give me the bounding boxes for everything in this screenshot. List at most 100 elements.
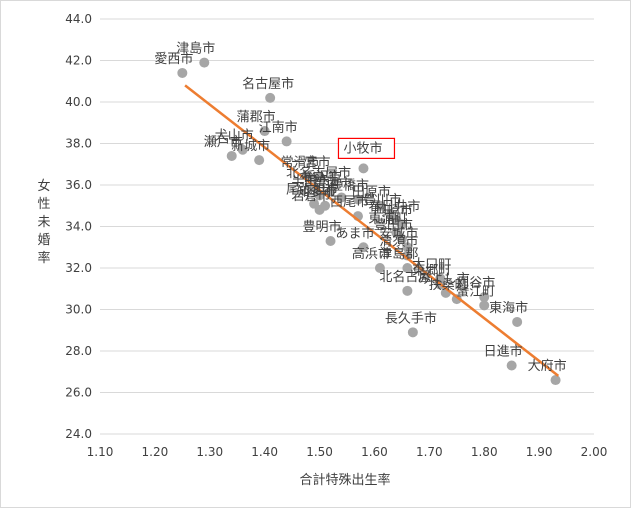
y-tick-label: 28.0 [65, 344, 92, 358]
y-tick-label: 40.0 [65, 95, 92, 109]
point-label: 新城市 [231, 138, 270, 154]
data-point [550, 375, 561, 386]
data-point [177, 67, 188, 78]
point-label: 津島郡 [379, 247, 418, 262]
y-tick-label: 32.0 [65, 261, 92, 275]
point-label: 知多市 [297, 184, 336, 200]
point-label: 田原市 [352, 184, 391, 200]
y-tick-label: 26.0 [65, 386, 92, 400]
point-label: 津島市 [176, 41, 215, 57]
x-tick-label: 1.80 [471, 445, 498, 459]
point-label: 東郷町 [412, 263, 451, 279]
data-point [265, 92, 276, 103]
x-tick-label: 1.10 [87, 445, 114, 459]
data-point [479, 300, 490, 311]
data-point [358, 163, 369, 174]
point-label: 北名古屋市 [286, 165, 351, 181]
y-tick-label: 24.0 [65, 427, 92, 441]
data-point [259, 126, 270, 137]
point-label: 岡崎市 [374, 202, 413, 218]
point-label: 高浜市 [352, 246, 391, 262]
point-label: 春日井市 [368, 198, 420, 214]
data-point [407, 327, 418, 338]
data-point [402, 242, 413, 253]
point-label: 一宮市 [292, 155, 331, 171]
point-label: 大口町 [412, 257, 451, 272]
y-tick-label: 38.0 [65, 137, 92, 151]
point-label: 犬山市 [215, 128, 254, 144]
point-label: 愛西市 [154, 51, 193, 67]
point-label: 清須市 [379, 234, 418, 250]
point-label: みよし市 [418, 271, 470, 287]
data-point [402, 285, 413, 296]
point-label: 常滑市 [281, 155, 320, 171]
point-label: 日進市 [484, 344, 523, 360]
x-tick-label: 2.00 [581, 445, 608, 459]
point-label: 名古屋市 [242, 76, 294, 92]
point-label-highlighted: 小牧市 [343, 140, 382, 156]
data-point [254, 155, 265, 166]
point-label: 尾張旭市 [286, 182, 338, 198]
data-point [352, 194, 363, 205]
x-tick-label: 1.90 [526, 445, 553, 459]
point-label: 碧南市 [314, 175, 353, 191]
data-point [374, 200, 385, 211]
point-label: 稲沢市 [303, 169, 342, 185]
point-label: 江南市 [259, 119, 298, 135]
point-label: 東海市 [489, 300, 528, 316]
y-tick-label: 36.0 [65, 178, 92, 192]
x-tick-label: 1.20 [142, 445, 169, 459]
x-tick-label: 1.40 [251, 445, 278, 459]
data-point [325, 236, 336, 247]
data-point [374, 263, 385, 273]
data-point [479, 292, 490, 303]
point-label: 東浦町 [368, 211, 407, 227]
data-point [358, 242, 369, 253]
point-label: 岩倉市 [292, 188, 331, 204]
data-point [451, 294, 462, 305]
point-label: あま市 [335, 225, 374, 241]
trend-line [184, 84, 560, 377]
x-axis-title: 合計特殊出生率 [299, 472, 390, 488]
x-tick-label: 1.30 [196, 445, 223, 459]
data-point [512, 316, 523, 327]
point-label: 安城市 [379, 225, 418, 241]
x-tick-label: 1.70 [416, 445, 443, 459]
data-point [314, 204, 325, 215]
grid-layer [100, 18, 594, 435]
data-point [325, 186, 336, 197]
data-point [199, 57, 210, 68]
y-tick-label: 44.0 [65, 12, 92, 26]
point-label: 扶桑町 [429, 278, 468, 293]
point-label: 瀬戸市 [204, 134, 243, 150]
data-point [314, 171, 325, 182]
point-label: 長久手市 [385, 310, 437, 326]
point-label: 大府市 [528, 358, 567, 374]
point-label: 豊橋市 [330, 178, 369, 194]
point-label: 西尾市 [330, 194, 369, 210]
point-label: 豊川市 [363, 192, 402, 208]
data-point [281, 136, 292, 147]
y-tick-label: 42.0 [65, 54, 92, 68]
y-tick-label: 30.0 [65, 303, 92, 317]
data-point [226, 150, 237, 161]
highlight-box [337, 137, 396, 159]
y-tick-label: 34.0 [65, 220, 92, 234]
tick-layer: 24.0 26.0 28.0 30.0 32.0 34.0 36.0 38.0 40.0 42.0… [65, 12, 607, 459]
data-point [237, 144, 248, 155]
data-point [506, 360, 517, 371]
data-point [336, 192, 347, 203]
data-point [396, 219, 407, 230]
trend-layer [184, 84, 560, 377]
point-label: 刈谷市 [456, 275, 495, 291]
point-label: 半田市 [292, 173, 331, 189]
point-label: 豊田市 [374, 217, 413, 233]
data-point [396, 233, 407, 244]
data-point [402, 263, 413, 273]
x-tick-label: 1.50 [306, 445, 333, 459]
point-label: 豊明市 [303, 219, 342, 235]
